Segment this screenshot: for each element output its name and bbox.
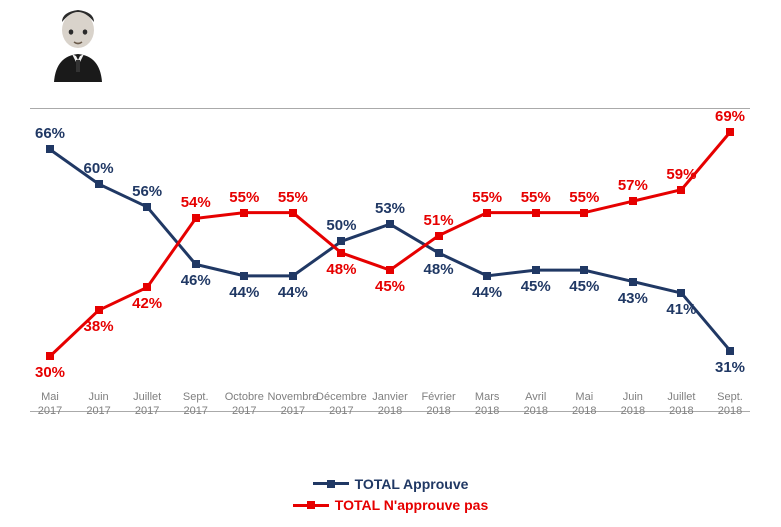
legend-swatch-disapprove xyxy=(293,504,329,507)
data-point xyxy=(580,209,588,217)
data-label: 57% xyxy=(618,177,648,194)
data-point xyxy=(46,145,54,153)
data-label: 53% xyxy=(375,200,405,217)
data-point xyxy=(435,232,443,240)
data-point xyxy=(337,249,345,257)
data-point xyxy=(143,283,151,291)
data-point xyxy=(95,180,103,188)
data-point xyxy=(289,272,297,280)
data-label: 59% xyxy=(666,166,696,183)
data-point xyxy=(532,209,540,217)
x-axis-label: Sept.2018 xyxy=(717,391,743,419)
data-label: 55% xyxy=(229,189,259,206)
data-point xyxy=(483,209,491,217)
x-axis-label: Janvier2018 xyxy=(372,391,407,419)
legend-item-approve: TOTAL Approuve xyxy=(313,476,469,492)
data-label: 45% xyxy=(521,278,551,295)
legend-label-approve: TOTAL Approuve xyxy=(355,476,469,492)
chart-area: 66% 60% 56% 46% 44% 44% 50% 53% 48% 44% 45% 45% 43% 4… xyxy=(30,100,750,420)
x-axis-label: Mars2018 xyxy=(475,391,499,419)
data-label: 50% xyxy=(326,217,356,234)
data-label: 46% xyxy=(181,272,211,289)
data-point xyxy=(240,272,248,280)
x-axis-label: Avril2018 xyxy=(523,391,547,419)
data-label: 55% xyxy=(278,189,308,206)
x-axis-label: Octobre2017 xyxy=(225,391,264,419)
legend: TOTAL Approuve TOTAL N'approuve pas xyxy=(0,472,781,515)
data-label: 55% xyxy=(569,189,599,206)
data-point xyxy=(192,260,200,268)
data-point xyxy=(726,128,734,136)
data-label: 45% xyxy=(375,278,405,295)
data-label: 54% xyxy=(181,194,211,211)
data-label: 60% xyxy=(84,160,114,177)
data-point xyxy=(532,266,540,274)
data-point xyxy=(192,214,200,222)
data-label: 38% xyxy=(84,318,114,335)
data-point xyxy=(46,352,54,360)
data-label: 48% xyxy=(424,261,454,278)
x-axis-label: Février2018 xyxy=(421,391,455,419)
data-point xyxy=(386,266,394,274)
data-point xyxy=(143,203,151,211)
x-axis-label: Juin2017 xyxy=(86,391,110,419)
data-point xyxy=(289,209,297,217)
data-label: 45% xyxy=(569,278,599,295)
legend-label-disapprove: TOTAL N'approuve pas xyxy=(335,497,488,513)
data-label: 55% xyxy=(472,189,502,206)
data-label: 30% xyxy=(35,364,65,381)
legend-swatch-approve xyxy=(313,482,349,485)
data-point xyxy=(337,237,345,245)
data-label: 44% xyxy=(472,284,502,301)
data-point xyxy=(240,209,248,217)
data-point xyxy=(580,266,588,274)
data-point xyxy=(629,197,637,205)
chart-plot: 66% 60% 56% 46% 44% 44% 50% 53% 48% 44% 45% 45% 43% 4… xyxy=(30,115,750,385)
x-axis-label: Novembre2017 xyxy=(267,391,318,419)
data-label: 55% xyxy=(521,189,551,206)
data-point xyxy=(677,186,685,194)
data-point xyxy=(629,278,637,286)
data-point xyxy=(677,289,685,297)
x-axis-label: Juin2018 xyxy=(621,391,645,419)
data-label: 51% xyxy=(424,212,454,229)
data-point xyxy=(95,306,103,314)
data-label: 42% xyxy=(132,295,162,312)
data-point xyxy=(726,347,734,355)
data-label: 44% xyxy=(229,284,259,301)
portrait-avatar xyxy=(44,4,112,82)
x-axis-label: Juillet2017 xyxy=(133,391,161,419)
chart-lines xyxy=(30,115,750,385)
data-label: 69% xyxy=(715,108,745,125)
data-label: 48% xyxy=(326,261,356,278)
x-axis-label: Mai2017 xyxy=(38,391,62,419)
data-point xyxy=(435,249,443,257)
chart-container: { "chart": { "type": "line", "ylim": [25… xyxy=(0,0,781,527)
data-point xyxy=(483,272,491,280)
x-axis-label: Décembre2017 xyxy=(316,391,367,419)
data-label: 31% xyxy=(715,359,745,376)
data-label: 44% xyxy=(278,284,308,301)
data-label: 66% xyxy=(35,125,65,142)
x-axis-label: Juillet2018 xyxy=(667,391,695,419)
x-axis-label: Sept.2017 xyxy=(183,391,209,419)
data-label: 41% xyxy=(666,301,696,318)
legend-item-disapprove: TOTAL N'approuve pas xyxy=(293,497,488,513)
data-label: 56% xyxy=(132,183,162,200)
chart-top-border xyxy=(30,108,750,109)
x-axis-label: Mai2018 xyxy=(572,391,596,419)
data-label: 43% xyxy=(618,290,648,307)
data-point xyxy=(386,220,394,228)
